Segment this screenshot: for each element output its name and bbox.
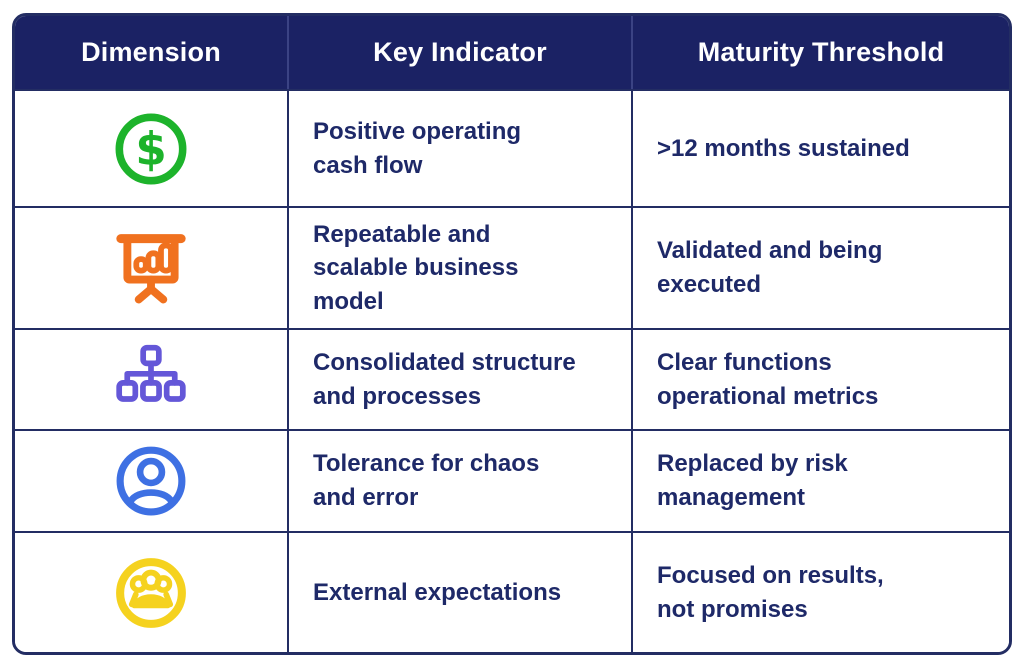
table-row-1-indicator-cell: Positive operating cash flow: [287, 89, 631, 206]
column-header-maturity-threshold: Maturity Threshold: [631, 16, 1009, 89]
indicator-text: Consolidated structure and processes: [313, 348, 576, 410]
threshold-text: Clear functions operational metrics: [657, 348, 879, 410]
table-row-3-threshold-cell: Clear functions operational metrics: [631, 328, 1009, 429]
table-row-2-threshold-cell: Validated and being executed: [631, 206, 1009, 328]
indicator-text: Repeatable and scalable business model: [313, 220, 519, 315]
maturity-matrix-table: Dimension Key Indicator Maturity Thresho…: [12, 13, 1012, 655]
threshold-text: Focused on results, not promises: [657, 561, 884, 623]
table-row-4-dimension-cell: [15, 429, 287, 531]
svg-text:$: $: [135, 122, 166, 175]
table-row-5-indicator-cell: External expectations: [287, 531, 631, 652]
threshold-text: Validated and being executed: [657, 237, 883, 298]
threshold-text: >12 months sustained: [657, 134, 910, 162]
team-circle-icon: [113, 555, 189, 631]
table-row-3-indicator-cell: Consolidated structure and processes: [287, 328, 631, 429]
table-row-5-threshold-cell: Focused on results, not promises: [631, 531, 1009, 652]
table-row-5-dimension-cell: [15, 531, 287, 652]
indicator-text: Tolerance for chaos and error: [313, 450, 540, 511]
column-header-dimension: Dimension: [15, 16, 287, 89]
table-row-4-threshold-cell: Replaced by risk management: [631, 429, 1009, 531]
org-chart-icon: [113, 342, 189, 418]
table-row-1-dimension-cell: $: [15, 89, 287, 206]
table-row-2-dimension-cell: [15, 206, 287, 328]
table-row-2-indicator-cell: Repeatable and scalable business model: [287, 206, 631, 328]
dollar-circle-icon: $: [112, 110, 190, 188]
table-row-1-threshold-cell: >12 months sustained: [631, 89, 1009, 206]
indicator-text: Positive operating cash flow: [313, 117, 522, 179]
indicator-text: External expectations: [313, 578, 562, 606]
column-header-key-indicator: Key Indicator: [287, 16, 631, 89]
presentation-chart-icon: [107, 226, 195, 310]
table-row-3-dimension-cell: [15, 328, 287, 429]
threshold-text: Replaced by risk management: [657, 450, 848, 511]
user-circle-icon: [113, 443, 189, 519]
table-row-4-indicator-cell: Tolerance for chaos and error: [287, 429, 631, 531]
